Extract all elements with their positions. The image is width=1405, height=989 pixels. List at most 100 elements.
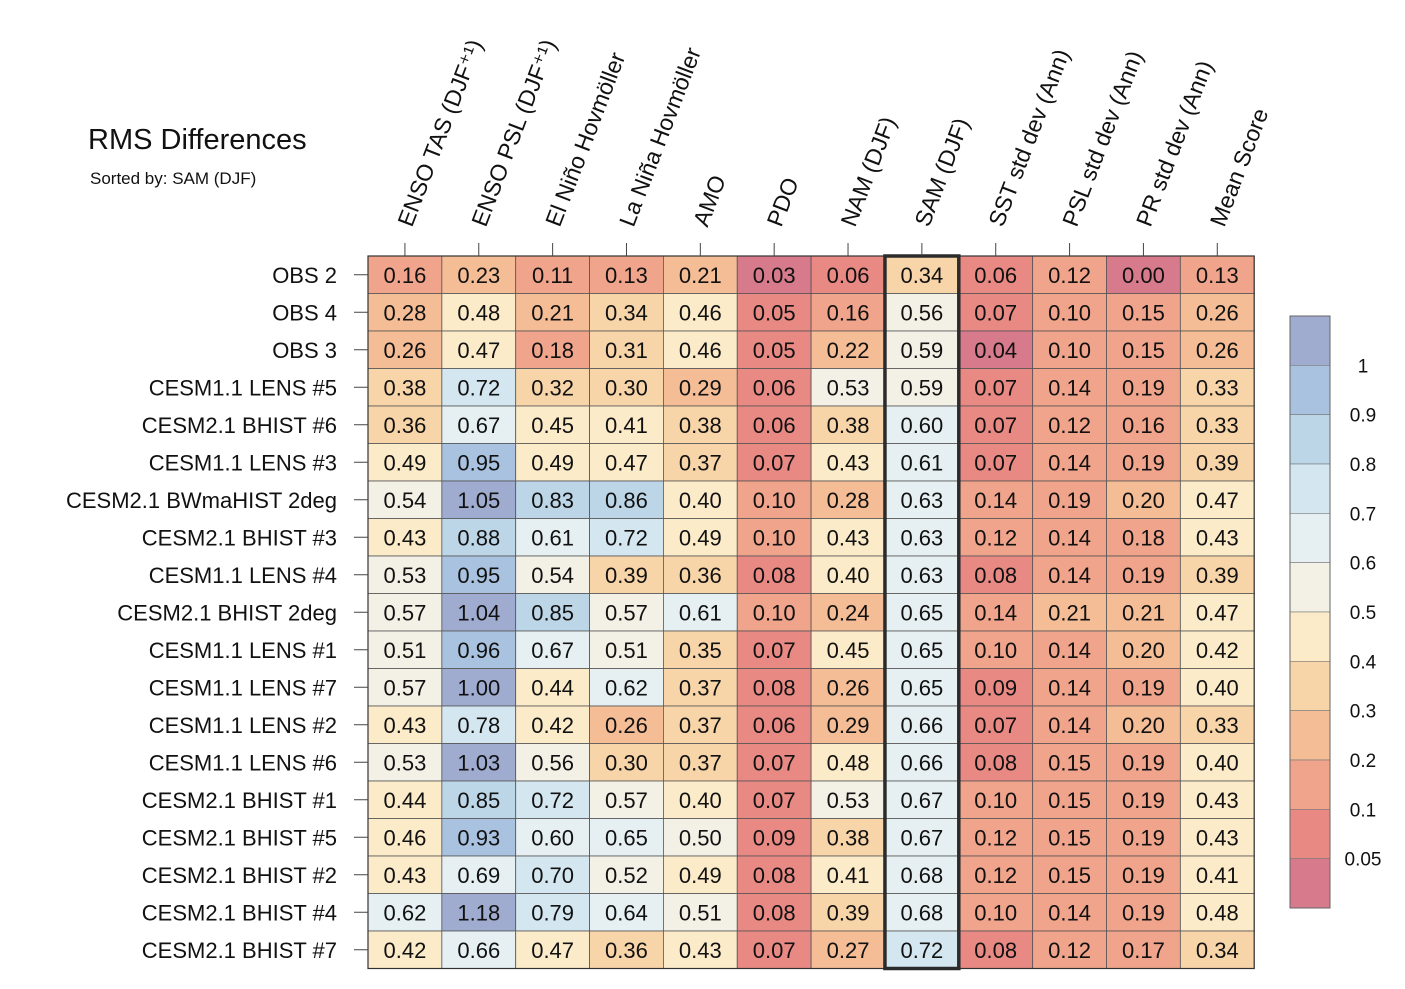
heatmap-cell — [441, 330, 517, 369]
heatmap-cell — [958, 893, 1034, 932]
cell-value-label: 0.68 — [900, 863, 943, 888]
heatmap-cell — [1179, 705, 1255, 744]
cell-value-label: 0.53 — [827, 375, 870, 400]
heatmap-cell — [589, 330, 664, 369]
heatmap-cell — [958, 443, 1034, 482]
heatmap-cell — [515, 480, 590, 519]
cell-value-label: 0.37 — [679, 675, 722, 700]
heatmap-cell — [589, 518, 664, 557]
cell-value-label: 0.42 — [1196, 638, 1239, 663]
heatmap-cell — [367, 630, 443, 669]
heatmap-cell — [1179, 893, 1255, 932]
cell-value-label: 0.60 — [900, 413, 943, 438]
cell-value-label: 0.12 — [1048, 263, 1091, 288]
heatmap-cell — [1179, 855, 1255, 894]
cell-value-label: 0.28 — [827, 488, 870, 513]
colorbar-tick-label: 0.9 — [1350, 406, 1376, 427]
cell-value-label: 0.06 — [974, 263, 1017, 288]
cell-value-label: 0.14 — [1048, 900, 1091, 925]
cell-value-label: 0.61 — [679, 600, 722, 625]
cell-value-label: 0.67 — [457, 413, 500, 438]
cell-value-label: 0.15 — [1122, 300, 1165, 325]
heatmap-cell — [367, 555, 443, 594]
cell-value-label: 0.40 — [679, 788, 722, 813]
colorbar-tick-label: 0.1 — [1350, 800, 1376, 821]
cell-value-label: 0.43 — [827, 525, 870, 550]
cell-value-label: 0.31 — [605, 338, 648, 363]
cell-value-label: 0.06 — [753, 375, 796, 400]
cell-value-label: 0.34 — [605, 300, 648, 325]
row-label: CESM1.1 LENS #5 — [149, 375, 337, 400]
colorbar-segment — [1289, 463, 1331, 514]
column-label-psl-std-dev-ann: PSL std dev (Ann) — [1057, 47, 1148, 230]
cell-value-label: 0.43 — [384, 713, 427, 738]
colorbar-tick-label: 0.2 — [1350, 751, 1376, 772]
heatmap-cell — [367, 480, 443, 519]
cell-value-label: 0.50 — [679, 825, 722, 850]
heatmap-cell — [663, 555, 738, 594]
cell-value-label: 0.37 — [679, 713, 722, 738]
cell-value-label: 0.53 — [384, 750, 427, 775]
cell-value-label: 0.42 — [531, 713, 574, 738]
cell-value-label: 0.10 — [753, 488, 796, 513]
cell-value-label: 0.12 — [1048, 413, 1091, 438]
colorbar: 1 0.9 0.8 0.7 0.6 0.5 0.4 0.3 0.2 0.1 0.05 — [1289, 315, 1381, 909]
cell-value-label: 1.05 — [457, 488, 500, 513]
heatmap-cell — [663, 443, 738, 482]
cell-value-label: 0.51 — [679, 900, 722, 925]
cell-value-label: 0.20 — [1122, 713, 1165, 738]
cell-value-label: 0.14 — [1048, 675, 1091, 700]
cell-value-label: 0.49 — [531, 450, 574, 475]
heatmap-cell — [663, 330, 738, 369]
heatmap-cell — [1179, 818, 1255, 857]
heatmap-cell — [441, 443, 517, 482]
cell-value-label: 0.12 — [974, 863, 1017, 888]
cell-value-label: 0.05 — [753, 338, 796, 363]
heatmap-cell — [958, 668, 1034, 707]
cell-value-label: 0.52 — [605, 863, 648, 888]
cell-value-label: 0.57 — [605, 600, 648, 625]
cell-value-label: 0.48 — [827, 750, 870, 775]
heatmap-cell — [663, 743, 738, 782]
heatmap-cell — [515, 893, 590, 932]
column-label-el-nin-o-hovmo-ller: El Niño Hovmöller — [540, 48, 630, 229]
cell-value-label: 0.56 — [531, 750, 574, 775]
cell-value-label: 0.70 — [531, 863, 574, 888]
heatmap-cell — [958, 405, 1034, 444]
heatmap-cell — [1179, 555, 1255, 594]
heatmap-cell — [589, 555, 664, 594]
cell-value-label: 0.57 — [605, 788, 648, 813]
heatmap-cell — [958, 743, 1034, 782]
cell-value-label: 0.26 — [605, 713, 648, 738]
heatmap-cell — [1179, 668, 1255, 707]
heatmap-cell — [515, 780, 590, 819]
cell-value-label: 0.08 — [753, 563, 796, 588]
heatmap-cell — [1032, 405, 1107, 444]
heatmap-cell — [515, 405, 590, 444]
cell-value-label: 0.08 — [974, 938, 1017, 963]
cell-value-label: 0.19 — [1122, 788, 1165, 813]
heatmap-cell — [367, 668, 443, 707]
heatmap-cell — [367, 443, 443, 482]
heatmap-cell — [1032, 293, 1107, 332]
cell-value-label: 0.43 — [1196, 825, 1239, 850]
cell-value-label: 0.33 — [1196, 713, 1239, 738]
column-label-nam-djf: NAM (DJF) — [835, 113, 900, 230]
heatmap-cell — [589, 930, 664, 969]
cell-value-label: 0.17 — [1122, 938, 1165, 963]
cell-value-label: 0.19 — [1122, 900, 1165, 925]
column-label-pr-std-dev-ann: PR std dev (Ann) — [1131, 57, 1218, 230]
colorbar-tick-label: 1 — [1358, 356, 1369, 377]
heatmap-cell — [1106, 518, 1181, 557]
cell-value-label: 0.37 — [679, 450, 722, 475]
heatmap-cell — [1106, 555, 1181, 594]
heatmap-cell — [1032, 705, 1107, 744]
heatmap-cell — [958, 780, 1034, 819]
colorbar-segment — [1289, 414, 1331, 465]
heatmap-cell — [810, 818, 886, 857]
colorbar-segment — [1289, 809, 1331, 859]
cell-value-label: 0.14 — [1048, 525, 1091, 550]
cell-value-label: 0.33 — [1196, 413, 1239, 438]
heatmap-cell — [1032, 443, 1107, 482]
colorbar-frame — [1289, 315, 1331, 909]
